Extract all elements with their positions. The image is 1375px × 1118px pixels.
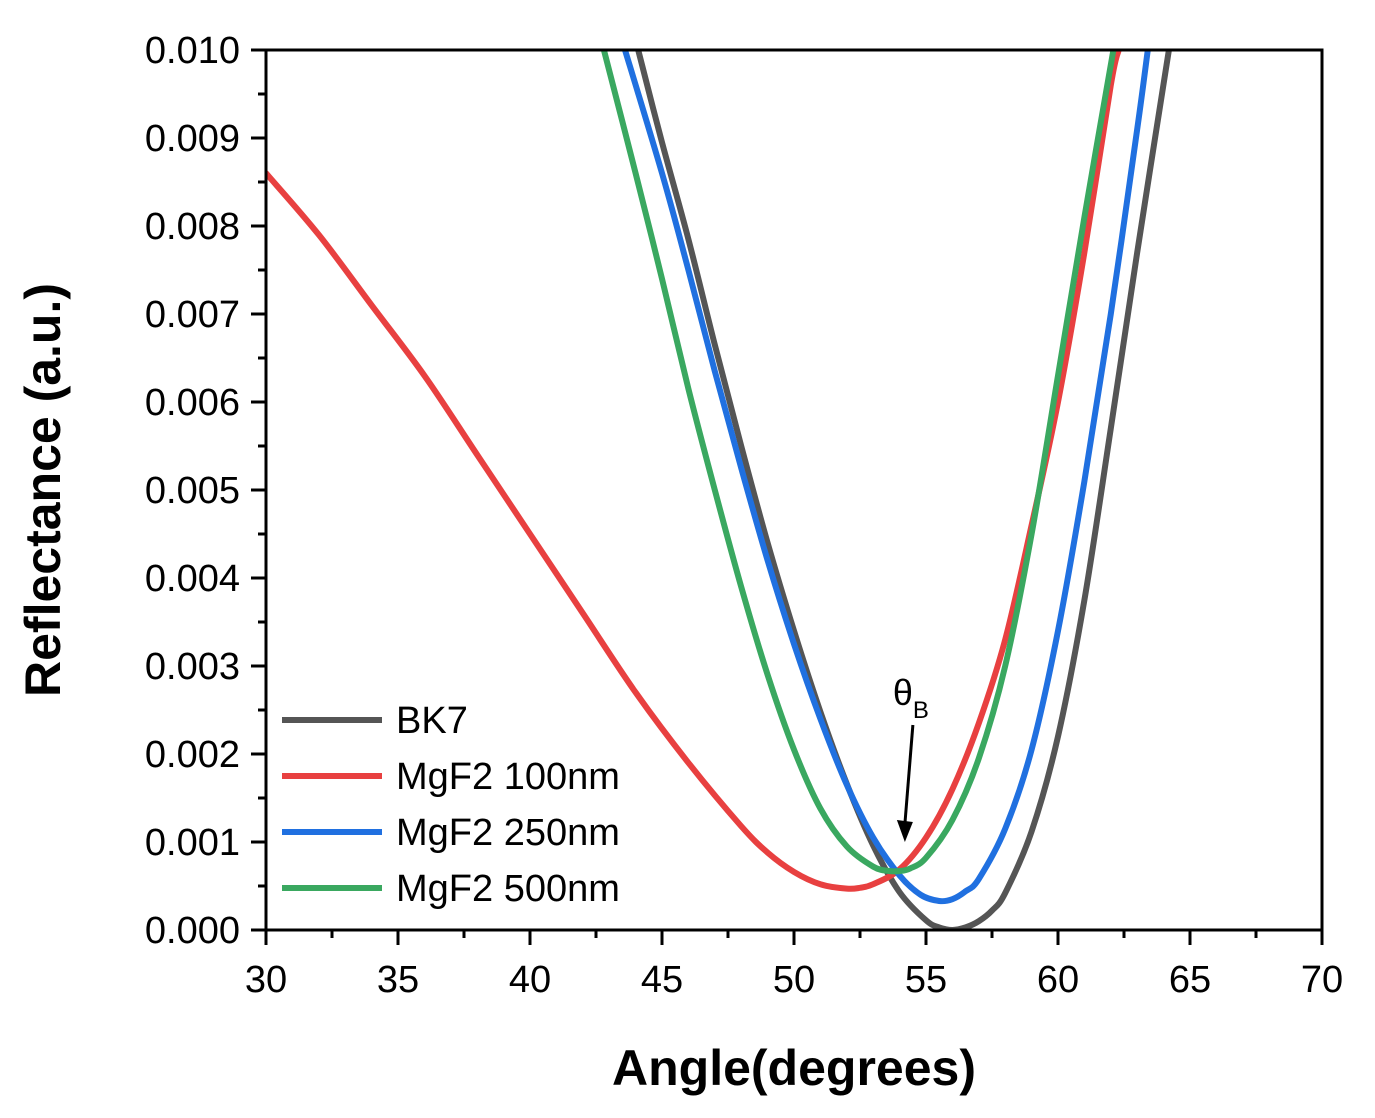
x-tick-label: 40 [509,959,551,1001]
legend-label: MgF2 500nm [396,868,620,910]
x-tick-label: 60 [1037,959,1079,1001]
x-tick-label: 50 [773,959,815,1001]
y-tick-label: 0.009 [145,118,240,160]
y-tick-label: 0.010 [145,30,240,72]
y-tick-label: 0.007 [145,294,240,336]
y-tick-label: 0.002 [145,734,240,776]
theta-b-arrow-head [896,820,913,842]
x-tick-label: 35 [377,959,419,1001]
x-tick-label: 55 [905,959,947,1001]
x-tick-label: 45 [641,959,683,1001]
y-tick-label: 0.008 [145,206,240,248]
y-axis-title: Reflectance (a.u.) [15,283,71,697]
legend: BK7 MgF2 100nm MgF2 250nm MgF2 500nm [282,700,620,910]
theta-b-label: θ [893,672,913,713]
legend-label: BK7 [396,700,468,742]
theta-b-arrow-shaft [903,724,915,825]
x-tick-label: 30 [245,959,287,1001]
series-line-mgf2-500nm [600,50,1117,875]
series-line-bk7 [635,50,1172,930]
series-line-mgf2-250nm [622,50,1151,905]
y-tick-label: 0.003 [145,646,240,688]
series-layer [266,50,1172,930]
ticks-layer: 30 35 40 45 50 55 60 65 70 0.000 0.001 0.002 0.003 0.… [145,30,1343,1001]
series-line-mgf2-100nm [266,50,1122,892]
legend-label: MgF2 100nm [396,756,620,798]
x-tick-label: 70 [1301,959,1343,1001]
x-axis-title: Angle(degrees) [612,1040,976,1096]
y-tick-label: 0.005 [145,470,240,512]
y-tick-label: 0.006 [145,382,240,424]
legend-label: MgF2 250nm [396,812,620,854]
plot-frame [264,48,1324,932]
y-tick-label: 0.001 [145,822,240,864]
y-tick-label: 0.000 [145,910,240,952]
x-tick-label: 65 [1169,959,1211,1001]
theta-b-subscript: B [913,697,929,724]
y-tick-label: 0.004 [145,558,240,600]
